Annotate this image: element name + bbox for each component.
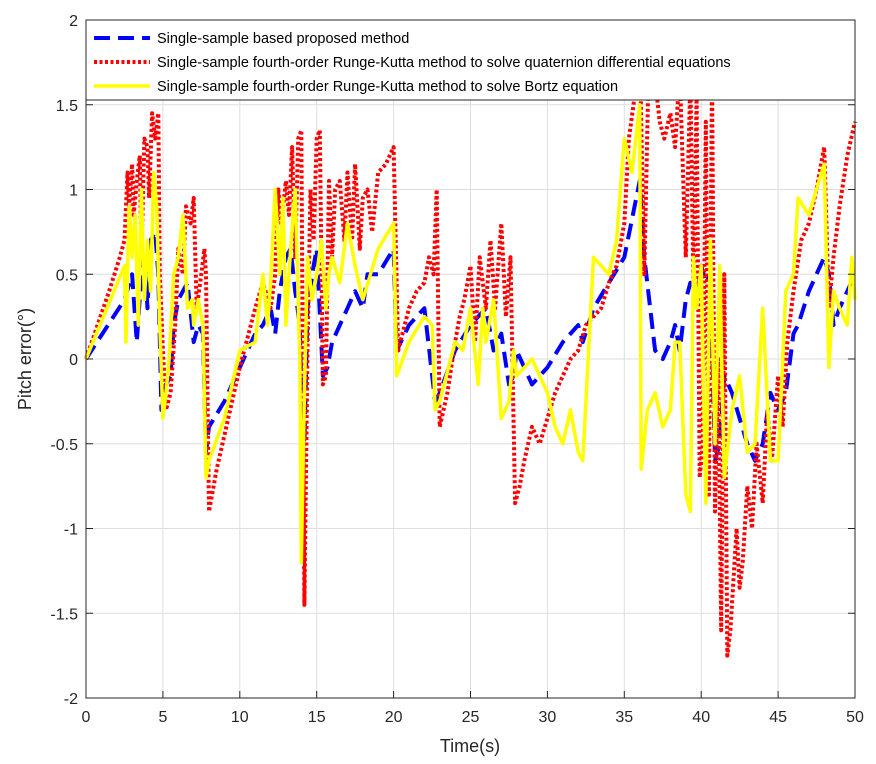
x-tick-label-2: 10: [231, 709, 249, 726]
y-tick-label-1: -1.5: [50, 606, 78, 623]
x-tick-label-5: 25: [462, 709, 480, 726]
legend-label-0: Single-sample based proposed method: [157, 31, 409, 47]
y-tick-label-4: 0: [69, 352, 78, 369]
legend-label-2: Single-sample fourth-order Runge-Kutta m…: [157, 79, 618, 95]
x-tick-label-4: 20: [385, 709, 403, 726]
x-axis-label: Time(s): [440, 736, 500, 756]
y-tick-label-0: -2: [64, 691, 78, 708]
x-tick-label-8: 40: [692, 709, 710, 726]
y-tick-label-6: 1: [69, 183, 78, 200]
x-tick-label-6: 30: [539, 709, 557, 726]
y-axis-label: Pitch error(°): [15, 308, 35, 410]
series-line-1: [84, 43, 857, 658]
y-tick-label-8: 2: [69, 13, 78, 30]
tick-labels: 0 5 10 15 20 25 30 35 40 45 50 -2 -1.5 -1 -0.5 0 0.5 1 1.5…: [50, 13, 864, 726]
x-tick-label-3: 15: [308, 709, 326, 726]
y-tick-label-2: -1: [64, 522, 78, 539]
y-tick-label-7: 1.5: [56, 98, 78, 115]
legend-box: [85, 19, 856, 101]
legend: Single-sample based proposed method Singl…: [85, 19, 856, 101]
x-tick-label-7: 35: [615, 709, 633, 726]
y-tick-label-3: -0.5: [50, 437, 78, 454]
legend-label-1: Single-sample fourth-order Runge-Kutta m…: [157, 55, 731, 71]
series-layer: [84, 43, 857, 658]
x-tick-label-9: 45: [769, 709, 787, 726]
x-tick-label-1: 5: [158, 709, 167, 726]
y-tick-label-5: 0.5: [56, 267, 78, 284]
x-tick-label-10: 50: [846, 709, 864, 726]
series-line-2: [84, 103, 857, 565]
x-tick-label-0: 0: [82, 709, 91, 726]
